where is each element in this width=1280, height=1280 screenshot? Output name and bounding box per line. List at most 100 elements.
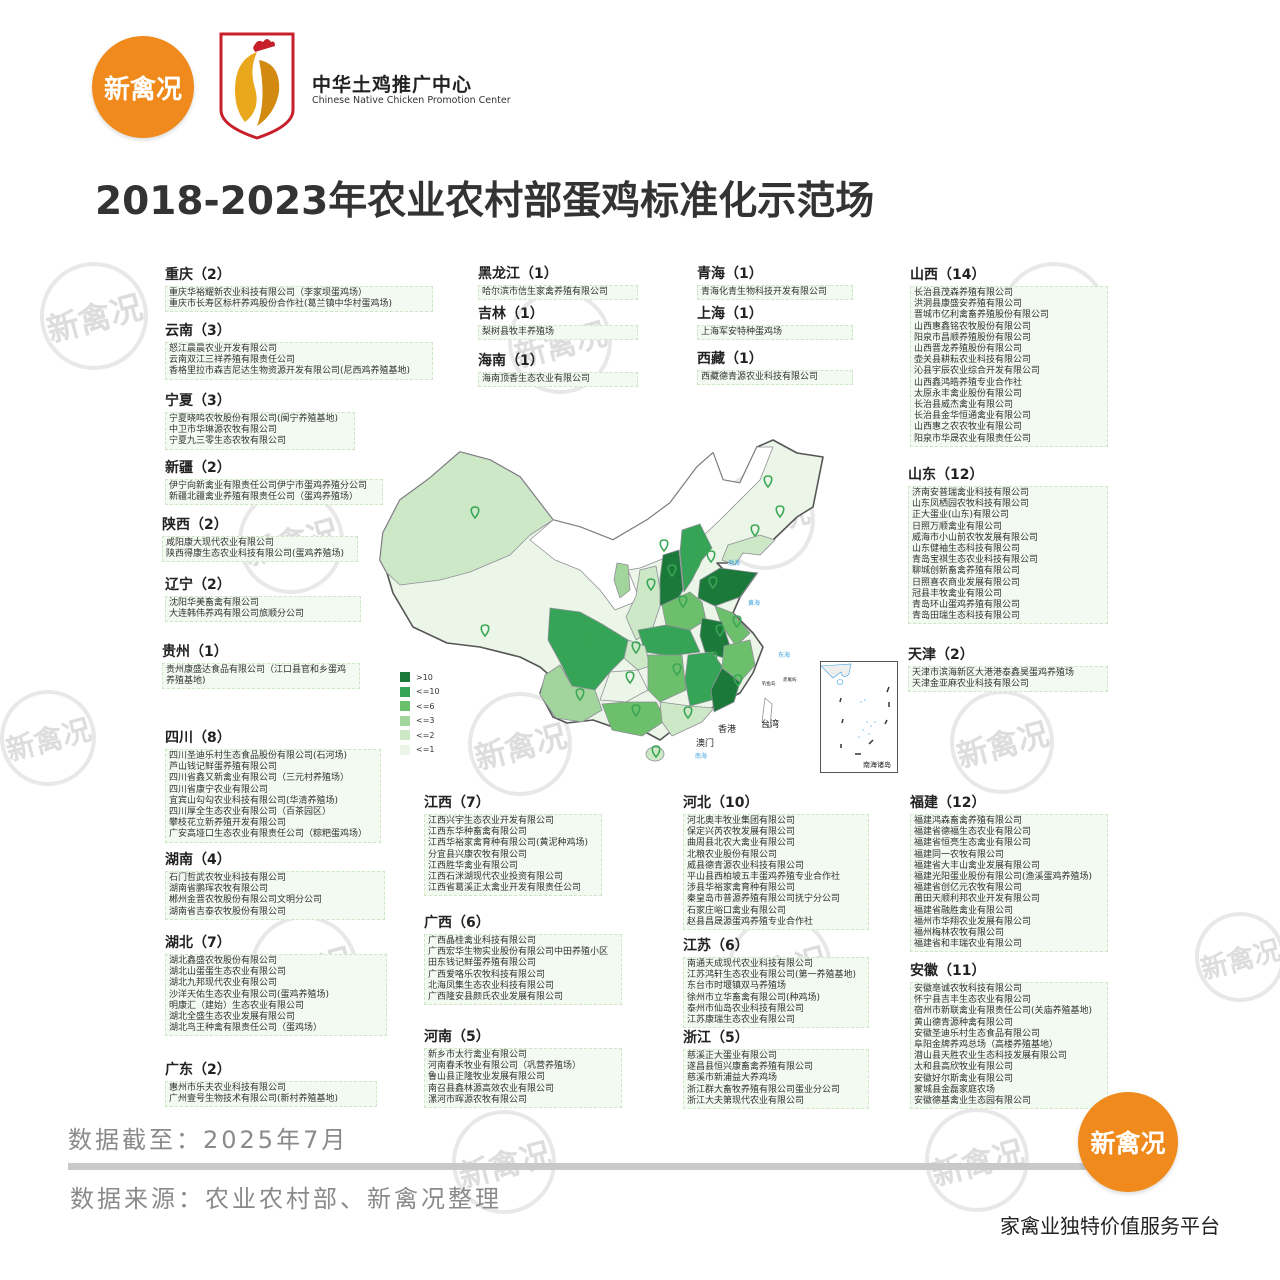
company-list: 怒江晨晨农业开发有限公司 云南双江三祥养殖有限责任公司 香格里拉市森吉尼达生物资源开… <box>165 342 433 380</box>
legend-swatch <box>400 715 410 726</box>
province-title: 安徽11 <box>910 962 1108 980</box>
company-list: 沈阳华美畜禽有限公司 大连韩伟养鸡有限公司旅顺分公司 <box>165 596 361 623</box>
map-region-china-outline <box>379 439 824 741</box>
company-list: 广西晶桂禽业科技有限公司 广西宏华生物实业股份有限公司中田养殖小区 田东钱记鲜蛋养殖… <box>424 934 622 1006</box>
company-item: 安徽好尔斯禽业有限公司 <box>914 1073 1014 1084</box>
location-pin-icon <box>631 641 641 655</box>
company-item: 广西晶桂禽业科技有限公司 <box>428 936 537 946</box>
company-item: 贵州康盛达食品有限公司（江口县官和乡蛋鸡 <box>166 665 347 675</box>
province-name: 黑龙江 <box>478 266 520 282</box>
province-block-23: 河南5 新乡市太行禽业有限公司河南春禾牧业有限公司（巩营养殖场）鲁山县正隆牧业发展… <box>424 1028 622 1109</box>
slogan: 家禽业独特价值服务平台 <box>1000 1214 1220 1238</box>
company-item: 浙江群大畜牧养殖有限公司蛋业分公司 <box>687 1084 841 1095</box>
company-item: 广西爱咯乐农牧科技有限公司 <box>428 969 546 980</box>
company-item: 青岛田瑞生态科技有限公司 <box>912 611 1021 622</box>
company-item: 山西惠鑫铭农牧股份有限公司 <box>914 321 1032 332</box>
company-item: 福州梅林农牧有限公司 <box>914 928 1005 939</box>
company-item: 中卫市华琳源农牧有限公司 <box>169 425 278 436</box>
province-count: 1 <box>506 306 544 322</box>
legend-label: <=6 <box>416 701 435 711</box>
company-item: 田东钱记鲜蛋养殖有限公司 <box>428 958 537 969</box>
province-title: 广东2 <box>165 1061 377 1079</box>
location-pin-icon <box>715 624 725 638</box>
company-list: 贵州康盛达食品有限公司（江口县官和乡蛋鸡 养殖基地) <box>162 663 360 690</box>
watermark: 新禽况 <box>27 249 161 383</box>
province-name: 云南 <box>165 323 193 339</box>
company-item: 长治县茂森养殖有限公司 <box>914 288 1014 298</box>
watermark: 新禽况 <box>913 1096 1041 1224</box>
province-name: 新疆 <box>165 460 193 476</box>
label-macau: 澳门 <box>696 739 715 749</box>
location-pin-icon <box>683 706 693 720</box>
company-item: 福建光阳蛋业股份有限公司(渔溪蛋鸡养殖场) <box>914 872 1093 883</box>
company-item: 遂昌县恒兴康畜禽养殖有限公司 <box>687 1062 814 1073</box>
company-item: 天津市滨海新区大港港泰鑫昊蛋鸡养殖场 <box>912 668 1075 678</box>
watermark: 新禽况 <box>0 679 107 797</box>
company-item: 浙江大夫第现代农业有限公司 <box>687 1095 805 1106</box>
brand-logo: 新禽况 <box>92 36 194 138</box>
province-block-19: 山东12 济南安普瑞禽业科技有限公司山东凤栖园农牧科技有限公司正大蛋业(山东)有限… <box>908 466 1108 625</box>
company-item: 湖南省鹏珲农牧有限公司 <box>169 884 269 895</box>
footer-brand-logo: 新禽况 <box>1078 1092 1178 1192</box>
location-pin-icon <box>631 704 641 718</box>
company-item: 青岛宝祺生态农业科技有限公司 <box>912 555 1039 566</box>
company-item: 漯河市晖源农牧有限公司 <box>428 1094 528 1105</box>
company-list: 南通天成现代农业科技有限公司 江苏鸿轩生态农业有限公司(第一养殖基地) 东台市时堰镇… <box>683 957 869 1029</box>
province-title: 广西6 <box>424 914 622 932</box>
map-region-zhejiang <box>721 639 756 683</box>
company-list: 梨树县牧丰养殖场 <box>478 325 638 341</box>
map-region-guizhou <box>599 669 649 703</box>
province-count: 4 <box>193 852 231 868</box>
map-region-jiangxi <box>684 651 723 707</box>
company-item: 江西石洣湖现代农业投资有限公司 <box>428 872 564 883</box>
company-list: 四川圣迪乐村生态食品股份有限公司(石河场) 芦山钱记鲜蛋养殖有限公司 四川省鑫又新禽… <box>165 749 381 843</box>
company-item: 宿州市新联禽业有限责任公司(关庙养殖基地) <box>914 1006 1093 1017</box>
company-item: 芦山钱记鲜蛋养殖有限公司 <box>169 762 278 773</box>
province-count: 6 <box>711 938 749 954</box>
company-item: 莆田天顺利邦农业开发有限公司 <box>914 894 1041 905</box>
province-title: 吉林1 <box>478 305 638 323</box>
company-item: 洪洞县康盛安养殖有限公司 <box>914 299 1023 310</box>
location-pin-icon <box>708 576 718 590</box>
province-block-14: 海南1 海南顶香生态农业有限公司 <box>478 352 638 388</box>
province-name: 辽宁 <box>165 577 193 593</box>
company-item: 四川省康宁农业有限公司 <box>169 784 269 795</box>
province-count: 1 <box>725 266 763 282</box>
location-pin-icon <box>708 651 718 665</box>
province-block-17: 西藏1 西藏德青源农业科技有限公司 <box>697 350 853 386</box>
company-item: 江苏鸿轩生态农业有限公司(第一养殖基地) <box>687 970 857 981</box>
province-title: 辽宁2 <box>165 576 361 594</box>
location-pin-icon <box>583 634 593 648</box>
company-item: 山东健袖生态科技有限公司 <box>912 544 1021 555</box>
company-item: 晋城市亿利禽畜养殖股份有限公司 <box>914 310 1050 321</box>
company-item: 新乡市太行禽业有限公司 <box>428 1050 528 1060</box>
province-title: 江苏6 <box>683 937 869 955</box>
company-item: 福建省和丰瑞农业有限公司 <box>914 939 1023 950</box>
company-item: 湖北鑫盛农牧股份有限公司 <box>169 956 278 966</box>
company-list: 青海化青生物科技开发有限公司 <box>697 285 853 301</box>
legend-item: >10 <box>400 670 440 685</box>
province-count: 6 <box>452 915 490 931</box>
company-item: 海南顶香生态农业有限公司 <box>482 374 591 384</box>
province-title: 陕西2 <box>162 516 358 534</box>
company-item: 山东凤栖园农牧科技有限公司 <box>912 499 1030 510</box>
label-hongkong: 香港 <box>718 725 737 735</box>
province-count: 1 <box>520 266 558 282</box>
company-item: 上海军安特种蛋鸡场 <box>701 327 783 337</box>
company-item: 沁县宇辰农业综合开发有限公司 <box>914 366 1041 377</box>
company-item: 潜山县天胜农业生态科技发展有限公司 <box>914 1051 1068 1062</box>
company-list: 伊宁向新禽业有限责任公司伊宁市蛋鸡养殖分公司 新疆北疆禽业养殖有限责任公司（蛋鸡养… <box>165 479 383 506</box>
province-title: 福建12 <box>910 794 1108 812</box>
company-item: 湖北山蛋蛋生态农业有限公司 <box>169 967 287 978</box>
location-pin-icon <box>678 595 688 609</box>
province-count: 5 <box>711 1030 749 1046</box>
location-pin-icon <box>732 615 742 629</box>
map-legend: >10 <=10 <=6 <=3 <=2 <=1 <box>400 670 440 757</box>
company-item: 保定兴芮农牧发展有限公司 <box>687 827 796 838</box>
company-item: 鲁山县正隆牧业发展有限公司 <box>428 1072 546 1083</box>
location-pin-icon <box>750 524 760 538</box>
province-title: 山东12 <box>908 466 1108 484</box>
province-name: 安徽 <box>910 963 938 979</box>
